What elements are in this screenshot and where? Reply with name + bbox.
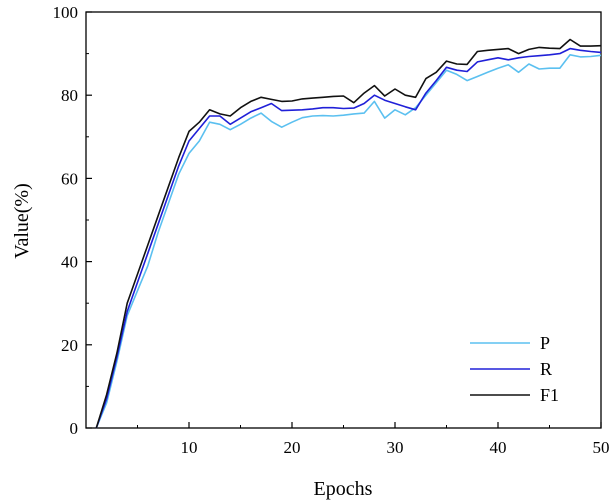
- y-tick-label: 40: [61, 253, 78, 272]
- y-axis-title: Value(%): [11, 183, 33, 259]
- x-tick-label: 40: [490, 438, 507, 457]
- y-tick-label: 0: [70, 419, 79, 438]
- x-axis-title: Epochs: [314, 478, 373, 500]
- y-tick-label: 80: [61, 86, 78, 105]
- x-tick-label: 30: [387, 438, 404, 457]
- series-line-p: [95, 53, 602, 429]
- y-tick-label: 20: [61, 336, 78, 355]
- legend-label-r: R: [540, 359, 552, 379]
- y-tick-label: 60: [61, 169, 78, 188]
- legend-label-p: P: [540, 333, 550, 353]
- x-tick-label: 20: [284, 438, 301, 457]
- series-line-f1: [95, 38, 602, 429]
- legend-label-f1: F1: [540, 385, 559, 405]
- x-tick-label: 10: [181, 438, 198, 457]
- series-line-r: [95, 47, 602, 429]
- y-tick-label: 100: [53, 3, 79, 22]
- x-tick-label: 50: [593, 438, 609, 457]
